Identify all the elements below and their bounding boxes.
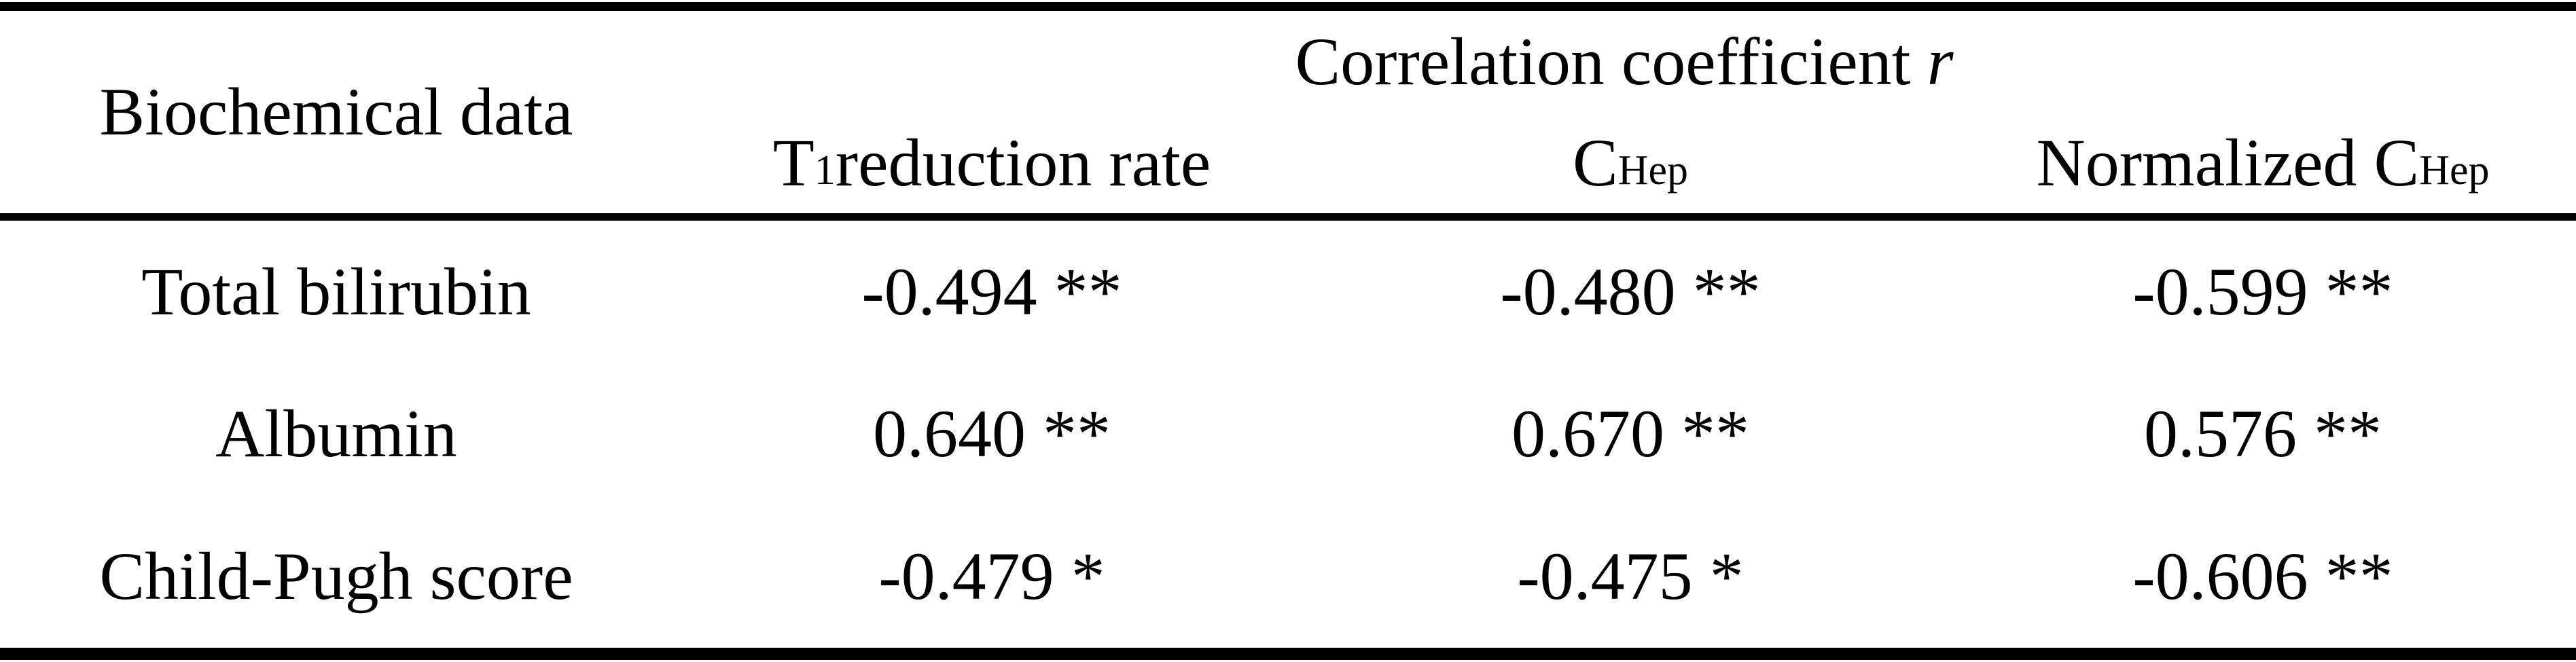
row-label-child-pugh-score: Child-Pugh score bbox=[99, 538, 573, 614]
column-header-normalized-chep-pre: Normalized C bbox=[2036, 124, 2420, 200]
cell-total-bilirubin-chep: -0.480 ** bbox=[1500, 253, 1761, 329]
column-header-t1-pre: T bbox=[772, 124, 815, 200]
cell-child-pugh-score-normalized-chep: -0.606 ** bbox=[2132, 538, 2393, 614]
column-header-t1-post: reduction rate bbox=[835, 124, 1211, 200]
table-header-rule bbox=[0, 213, 2576, 221]
cell-child-pugh-score-chep: -0.475 * bbox=[1517, 538, 1744, 614]
column-header-t1-subscript: 1 bbox=[814, 147, 836, 194]
group-header-r-symbol: r bbox=[1927, 23, 1954, 99]
table-bottom-rule bbox=[0, 648, 2576, 660]
cell-albumin-t1-reduction-rate: 0.640 ** bbox=[873, 396, 1111, 471]
column-header-chep: C Hep bbox=[1311, 112, 1950, 213]
table-body: Total bilirubin -0.494 ** -0.480 ** -0.5… bbox=[0, 221, 2576, 648]
column-header-biochemical-data: Biochemical data bbox=[99, 74, 573, 149]
column-header-normalized-chep: Normalized C Hep bbox=[1950, 112, 2576, 213]
cell-albumin-normalized-chep: 0.576 ** bbox=[2144, 396, 2382, 471]
cell-total-bilirubin-normalized-chep: -0.599 ** bbox=[2132, 253, 2393, 329]
row-label-total-bilirubin: Total bilirubin bbox=[141, 253, 531, 329]
table-header: Biochemical data Correlation coefficient… bbox=[0, 11, 2576, 213]
column-header-chep-subscript: Hep bbox=[1617, 147, 1688, 194]
group-header-label: Correlation coefficient bbox=[1295, 23, 1911, 99]
column-header-chep-pre: C bbox=[1573, 124, 1618, 200]
group-header-correlation-coefficient: Correlation coefficient r bbox=[673, 11, 2576, 112]
table-top-rule bbox=[0, 2, 2576, 11]
cell-child-pugh-score-t1-reduction-rate: -0.479 * bbox=[878, 538, 1105, 614]
column-header-normalized-chep-subscript: Hep bbox=[2419, 147, 2490, 194]
row-label-albumin: Albumin bbox=[215, 396, 457, 471]
cell-albumin-chep: 0.670 ** bbox=[1511, 396, 1749, 471]
cell-total-bilirubin-t1-reduction-rate: -0.494 ** bbox=[861, 253, 1122, 329]
